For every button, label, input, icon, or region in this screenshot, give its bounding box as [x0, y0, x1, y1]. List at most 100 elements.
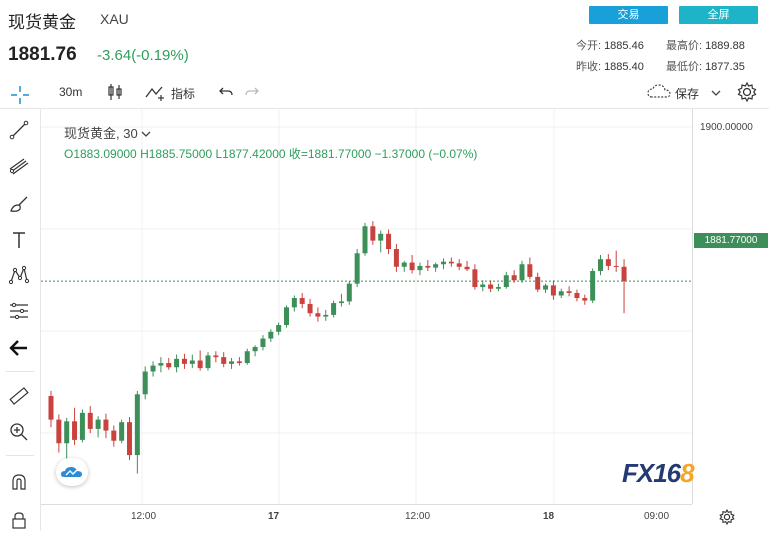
- toolbar-divider: [0, 108, 769, 109]
- candle-down: [464, 266, 470, 270]
- candle-up: [543, 285, 549, 290]
- candlestick-chart[interactable]: [41, 109, 692, 504]
- drawing-toolbar: [0, 109, 41, 531]
- stat-low-value: 1877.35: [705, 61, 745, 73]
- candle-up: [331, 303, 337, 315]
- candle-down: [166, 363, 172, 368]
- redo-icon[interactable]: [244, 83, 260, 101]
- save-button[interactable]: 保存: [675, 87, 700, 101]
- candle-down: [448, 261, 454, 264]
- candle-up: [558, 291, 564, 296]
- candle-down: [56, 419, 62, 444]
- candle-down: [111, 430, 117, 441]
- candle-down: [582, 298, 588, 301]
- candle-down: [393, 249, 399, 267]
- candle-down: [472, 269, 478, 288]
- magnet-icon[interactable]: [8, 471, 30, 493]
- stat-low-label: 最低价:: [666, 61, 703, 73]
- sidebar-divider: [6, 371, 34, 372]
- candle-down: [425, 265, 431, 268]
- candle-up: [142, 371, 148, 395]
- cloud-icon[interactable]: [646, 82, 672, 102]
- undo-icon[interactable]: [218, 83, 234, 101]
- candle-up: [441, 261, 446, 265]
- candle-up: [276, 325, 282, 332]
- last-price: 1881.76: [8, 44, 77, 65]
- candle-type-icon[interactable]: [106, 82, 124, 102]
- candle-down: [456, 263, 462, 267]
- arrow-left-icon[interactable]: [8, 337, 30, 359]
- instrument-symbol: XAU: [100, 11, 129, 27]
- gear-icon[interactable]: [736, 81, 758, 103]
- crosshair-icon[interactable]: [8, 84, 32, 106]
- candle-up: [401, 262, 407, 267]
- lock-icon[interactable]: [6, 511, 34, 529]
- candle-down: [386, 233, 392, 250]
- time-tick: 12:00: [131, 511, 157, 522]
- brush-icon[interactable]: [8, 193, 30, 215]
- candle-down: [236, 361, 242, 364]
- stat-open: 今开: 1885.46: [576, 37, 644, 53]
- candle-up: [252, 347, 258, 352]
- stat-high-value: 1889.88: [705, 40, 745, 52]
- candle-down: [621, 266, 627, 282]
- chevron-down-icon[interactable]: [141, 130, 151, 138]
- stat-prev-close-label: 昨收:: [576, 61, 602, 73]
- candle-up: [119, 422, 125, 441]
- candle-up: [346, 283, 352, 302]
- parallel-channel-icon[interactable]: [8, 155, 30, 177]
- candle-up: [354, 253, 360, 284]
- interval-selector[interactable]: 30m: [59, 85, 83, 99]
- candle-up: [95, 419, 101, 429]
- chevron-down-icon[interactable]: [710, 86, 722, 98]
- price-chart[interactable]: [41, 109, 692, 504]
- time-axis[interactable]: [41, 504, 692, 532]
- candle-up: [362, 226, 368, 254]
- candle-down: [315, 313, 321, 317]
- pattern-icon[interactable]: [8, 264, 30, 286]
- candle-down: [550, 285, 556, 296]
- fx168-logo: FX168: [622, 458, 695, 489]
- time-tick: 18: [543, 511, 555, 522]
- indicator-icon[interactable]: [144, 82, 166, 102]
- candle-up: [480, 284, 486, 288]
- legend-title-text: 现货黄金, 30: [64, 126, 138, 141]
- candle-up: [338, 301, 344, 304]
- candle-up: [417, 265, 423, 271]
- candle-down: [511, 275, 517, 281]
- time-tick: 09:00: [644, 511, 670, 522]
- zoom-in-icon[interactable]: [8, 421, 30, 443]
- trade-button[interactable]: 交易: [589, 6, 668, 24]
- trend-line-icon[interactable]: [8, 119, 30, 141]
- candle-up: [134, 394, 140, 456]
- stat-low: 最低价: 1877.35: [666, 58, 745, 74]
- text-tool-icon[interactable]: [8, 229, 30, 251]
- price-axis[interactable]: [692, 109, 769, 504]
- candle-up: [284, 307, 289, 326]
- candle-up: [323, 314, 329, 317]
- fullscreen-button[interactable]: 全屏: [679, 6, 758, 24]
- chart-grid: [41, 109, 692, 504]
- ruler-icon[interactable]: [8, 385, 30, 407]
- candle-down: [566, 291, 572, 293]
- candle-up: [79, 412, 85, 440]
- gear-icon[interactable]: [717, 508, 737, 526]
- fib-retracement-icon[interactable]: [8, 300, 30, 322]
- time-tick: 17: [268, 511, 280, 522]
- chart-legend-ohlc: O1883.09000 H1885.75000 L1877.42000 收=18…: [64, 147, 478, 161]
- time-tick: 12:00: [405, 511, 431, 522]
- candle-up: [205, 355, 211, 369]
- candle-down: [535, 276, 541, 290]
- stat-high: 最高价: 1889.88: [666, 37, 745, 53]
- chart-brand-badge[interactable]: [56, 458, 88, 486]
- indicators-button[interactable]: 指标: [171, 87, 196, 101]
- candle-down: [103, 419, 109, 431]
- logo-accent-text: 8: [680, 458, 695, 488]
- candle-down: [181, 358, 187, 364]
- chart-legend-title[interactable]: 现货黄金, 30: [64, 123, 151, 142]
- sidebar-divider: [6, 455, 34, 456]
- candle-up: [291, 298, 297, 308]
- stat-prev-close-value: 1885.40: [604, 61, 644, 73]
- cloud-chart-icon: [61, 467, 82, 477]
- candle-up: [598, 259, 603, 271]
